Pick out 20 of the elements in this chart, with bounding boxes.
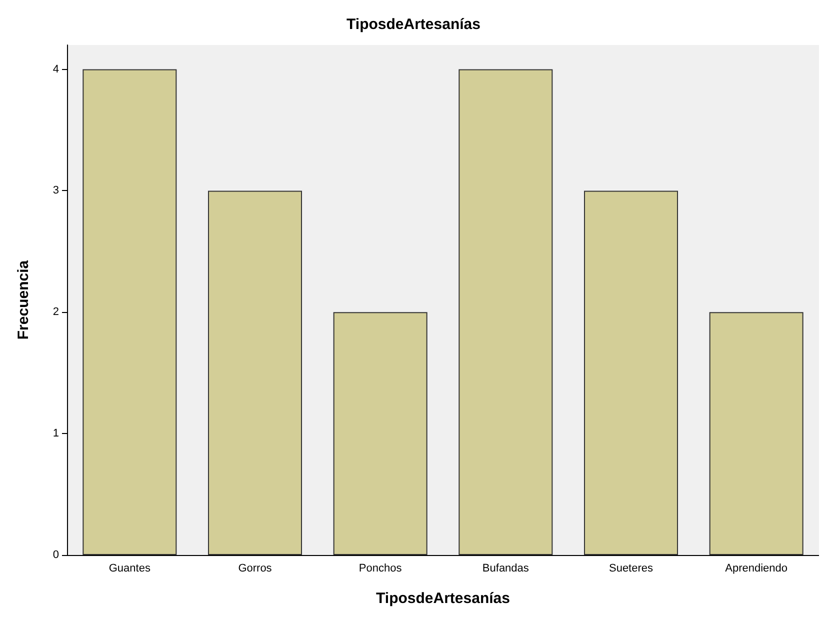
x-tick-label: Guantes [108, 562, 151, 574]
bar [82, 69, 177, 555]
x-tick-label: Bufandas [482, 562, 530, 574]
bar [333, 312, 428, 555]
y-tick-label: 3 [52, 184, 59, 197]
x-tick-label: Ponchos [358, 562, 402, 574]
x-tick-label: Gorros [238, 562, 272, 574]
x-axis-title: TiposdeArtesanías [376, 590, 510, 607]
y-tick-label: 0 [52, 549, 59, 561]
chart-title: TiposdeArtesanías [346, 16, 480, 33]
x-tick-label: Sueteres [608, 562, 654, 574]
bar [709, 312, 804, 555]
bar [208, 190, 302, 555]
y-axis-title: Frecuencia [15, 260, 32, 340]
y-tick-label: 1 [52, 428, 59, 440]
bar [458, 69, 553, 555]
x-tick-label: Aprendiendo [725, 562, 788, 574]
y-tick-label: 2 [52, 306, 59, 318]
bar [584, 190, 678, 555]
y-tick-label: 4 [52, 63, 59, 76]
